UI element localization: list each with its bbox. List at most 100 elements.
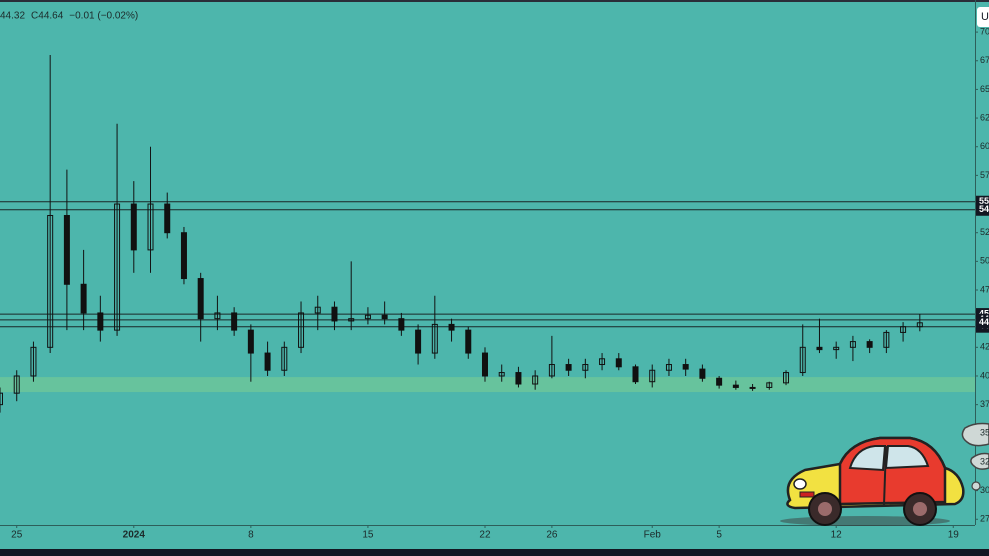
candle-body (900, 326, 907, 333)
x-tick-label: 26 (546, 530, 558, 541)
x-tick-label: 15 (362, 530, 374, 541)
candle-body (147, 203, 154, 251)
candle-body (231, 312, 238, 331)
candle-body (565, 364, 572, 371)
candle-body (381, 314, 388, 320)
candle-body (481, 352, 488, 377)
y-tick-label: 65 (980, 84, 989, 94)
y-tick-label: 50 (980, 256, 989, 266)
candle-body (599, 358, 606, 366)
plot (0, 31, 978, 528)
candle-body (164, 203, 171, 234)
x-tick-label: 12 (831, 530, 843, 541)
candle-body (114, 203, 121, 331)
candle-body (615, 358, 622, 368)
legend-header: 44.32 C44.64 −0.01 (−0.02%) (0, 11, 138, 22)
candle-body (281, 346, 288, 371)
candle-body (431, 323, 438, 354)
y-tick-label: 35 (980, 428, 989, 438)
y-tick-label: 32.5 (980, 456, 989, 466)
candle-body (331, 306, 338, 322)
price-tag-label: 55.2 (979, 196, 989, 206)
x-tick-label: 5 (716, 530, 722, 541)
candle-body (866, 341, 873, 348)
x-tick-label: 2024 (123, 530, 146, 541)
candle-body (498, 372, 505, 377)
candle-body (47, 215, 54, 348)
candle-body (665, 364, 672, 371)
x-tick-label: 25 (11, 530, 23, 541)
candle-body (548, 364, 555, 377)
candle-body (916, 322, 923, 328)
top-border (0, 0, 989, 2)
ohlc-text: 44.32 (0, 11, 25, 22)
candle-body (649, 369, 656, 383)
ohlc-text: C44.64 (31, 11, 64, 22)
candle-body (214, 312, 221, 320)
price-tag-label: 44.64 (979, 317, 989, 327)
y-tick-label: 62.5 (980, 112, 989, 122)
candle-body (298, 312, 305, 348)
candle-body (716, 377, 723, 386)
candle-body (448, 323, 455, 331)
price-tag-label: 54.5 (979, 204, 989, 214)
candle-body (130, 203, 137, 251)
candle-body (63, 215, 70, 285)
candle-body (364, 314, 371, 320)
candle-body (799, 346, 806, 374)
candle-body (732, 384, 739, 388)
candle-body (515, 372, 522, 385)
support-zone (0, 377, 975, 393)
price-tag-label: 45.4 (979, 308, 989, 318)
candle-body (766, 382, 773, 388)
car-illustration (780, 422, 989, 526)
candle-body (180, 232, 187, 280)
price-tag (976, 203, 989, 216)
y-tick-label: 67.5 (980, 55, 989, 65)
candle-body (348, 318, 355, 322)
y-tick-label: 47.5 (980, 284, 989, 294)
candle-body (833, 346, 840, 351)
price-tag (976, 316, 989, 329)
candle-body (582, 364, 589, 371)
candle-body (816, 346, 823, 351)
y-tick-label: 37.5 (980, 399, 989, 409)
y-tick-label: 60 (980, 141, 989, 151)
candle-body (632, 366, 639, 383)
y-tick-label: 70 (980, 26, 989, 36)
candle-body (532, 375, 539, 385)
y-tick-label: 30 (980, 485, 989, 495)
y-tick-label: 27.5 (980, 514, 989, 524)
candle-body (682, 364, 689, 370)
x-tick-label: Feb (644, 530, 662, 541)
candle-body (80, 283, 87, 314)
candle-body (465, 329, 472, 354)
corner-label[interactable]: U (981, 11, 989, 23)
y-tick-label: 40 (980, 370, 989, 380)
candle-body (314, 306, 321, 314)
candle-body (783, 372, 790, 384)
y-tick-label: 42.5 (980, 342, 989, 352)
candle-body (398, 318, 405, 331)
candle-body (197, 278, 204, 320)
candle-body (415, 329, 422, 354)
candle-body (849, 341, 856, 348)
ohlc-text: −0.01 (−0.02%) (69, 11, 138, 22)
x-tick-label: 19 (948, 530, 960, 541)
candle-body (749, 386, 756, 389)
x-tick-label: 8 (248, 530, 254, 541)
candle-body (247, 329, 254, 354)
candle-body (699, 368, 706, 379)
y-tick-label: 52.5 (980, 227, 989, 237)
x-tick-label: 22 (479, 530, 491, 541)
candle-body (13, 375, 20, 394)
candle-body (97, 312, 104, 331)
candle-body (883, 331, 890, 348)
candle-body (0, 392, 3, 406)
candle-body (264, 352, 271, 371)
corner-button[interactable] (977, 7, 989, 27)
y-tick-label: 57.5 (980, 170, 989, 180)
candle-body (30, 346, 37, 377)
